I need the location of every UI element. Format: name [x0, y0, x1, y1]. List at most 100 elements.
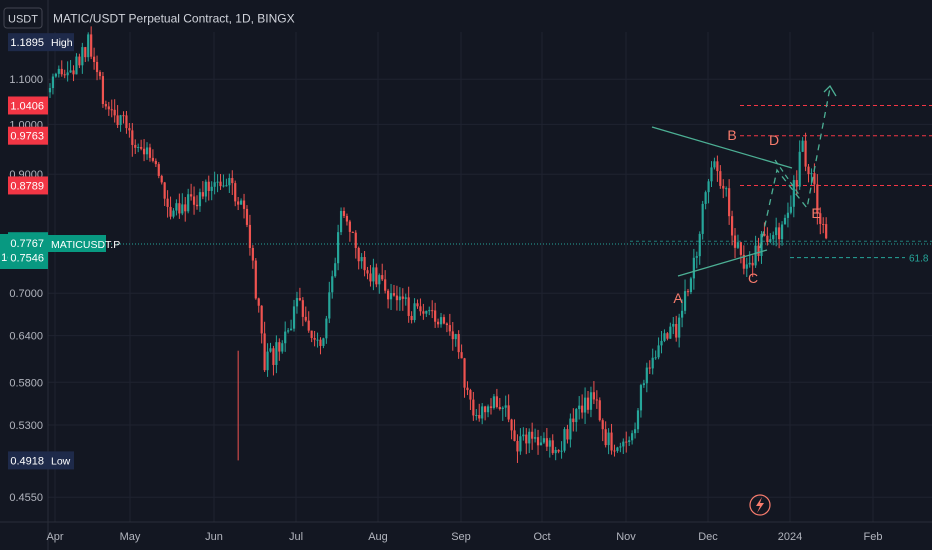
level-lines: 61.8	[48, 104, 932, 265]
candle-body	[289, 328, 293, 331]
candle-body	[681, 310, 684, 318]
candle-body	[636, 410, 640, 430]
y-tick-label: 0.5800	[9, 377, 43, 389]
candle-body	[510, 419, 513, 431]
candle-body	[381, 275, 384, 280]
candle-body	[569, 418, 572, 440]
candle-body	[522, 434, 525, 437]
candle-body	[578, 405, 581, 410]
candle-body	[51, 76, 55, 89]
candle-body	[219, 181, 222, 187]
candle-body	[428, 310, 431, 312]
candle-body	[439, 317, 443, 325]
candle-body	[93, 56, 96, 62]
candle-body	[495, 396, 498, 408]
candle-body	[616, 447, 619, 452]
price-axis: 1.10001.00000.90000.70000.64000.58000.53…	[9, 74, 43, 504]
projection-path-d	[774, 159, 801, 197]
triangle-upper-line	[651, 126, 793, 169]
candle-body	[69, 70, 72, 73]
candle-body	[231, 178, 234, 184]
candle-body	[145, 147, 149, 155]
candle-body	[716, 161, 719, 172]
price-badge-value: 1.0406	[10, 100, 44, 112]
candle-body	[140, 146, 143, 149]
candle-body	[551, 440, 554, 454]
candle-body	[175, 203, 178, 211]
candle-body	[575, 409, 578, 423]
candle-body	[401, 296, 404, 299]
price-badge	[8, 451, 48, 470]
candle-body	[84, 47, 87, 58]
x-tick-label: Apr	[46, 531, 63, 543]
candle-body	[751, 262, 754, 266]
candle-body	[754, 245, 757, 266]
candle-body	[198, 192, 202, 207]
candle-body	[792, 180, 795, 207]
fib-label: 61.8	[909, 254, 929, 265]
price-badge-value: 0.7546	[10, 253, 44, 265]
candle-body	[757, 245, 760, 256]
candle-body	[536, 437, 540, 446]
candle-body	[366, 270, 369, 274]
candle-body	[72, 70, 75, 75]
candle-body	[548, 440, 551, 447]
candle-body	[125, 115, 128, 129]
wave-label-c: C	[748, 270, 758, 286]
candle-body	[572, 418, 575, 423]
candle-body	[345, 215, 349, 222]
candle-body	[695, 256, 698, 258]
candle-body	[730, 216, 734, 236]
symbol-badge-label: MATICUSDT.P	[51, 239, 120, 251]
candle-body	[486, 406, 490, 413]
candle-body	[201, 192, 204, 197]
candle-body	[472, 399, 475, 416]
candle-body	[331, 276, 334, 293]
candle-body	[654, 357, 657, 359]
candle-body	[263, 333, 266, 371]
candle-body	[463, 358, 466, 388]
candle-body	[763, 233, 766, 236]
x-tick-label: Dec	[698, 531, 718, 543]
candle-body	[137, 146, 140, 148]
candle-body	[384, 279, 387, 291]
candle-body	[416, 303, 419, 307]
price-badge-value: 1.1895	[10, 37, 44, 49]
candle-body	[789, 206, 792, 213]
candle-body	[98, 72, 102, 77]
candle-body	[604, 429, 607, 446]
candle-body	[592, 392, 595, 400]
candle-body	[413, 303, 416, 321]
y-tick-label: 0.5300	[9, 420, 43, 432]
candle-body	[119, 115, 122, 126]
candle-body	[307, 320, 310, 331]
candle-body	[454, 334, 457, 340]
lightning-icon[interactable]	[749, 494, 771, 516]
candle-body	[181, 204, 184, 214]
candle-body	[595, 399, 598, 401]
candle-body	[545, 438, 548, 447]
candle-body	[622, 441, 625, 447]
candle-body	[281, 343, 284, 352]
candle-body	[160, 175, 163, 183]
candle-body	[484, 406, 487, 413]
candle-body	[728, 188, 731, 217]
candle-body	[148, 147, 152, 158]
candle-body	[651, 357, 654, 369]
candle-body	[95, 61, 99, 73]
candle-body	[581, 405, 584, 413]
candle-body	[786, 212, 790, 218]
candle-body	[583, 397, 587, 413]
candle-body	[466, 387, 469, 391]
x-tick-label: 2024	[778, 531, 802, 543]
currency-badge[interactable]	[3, 7, 43, 29]
candle-body	[736, 242, 740, 248]
candle-body	[78, 56, 81, 66]
candle-body	[669, 326, 672, 339]
candle-body	[648, 367, 651, 369]
candle-body	[81, 47, 84, 66]
candle-body	[436, 321, 440, 325]
candle-body	[134, 144, 137, 148]
candle-body	[272, 348, 275, 365]
candle-body	[178, 203, 181, 214]
